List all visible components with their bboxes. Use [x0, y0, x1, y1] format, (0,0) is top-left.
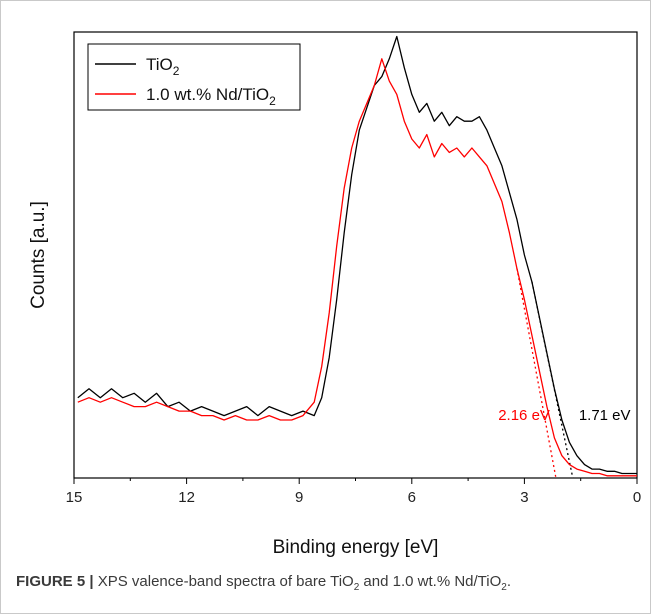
x-axis-label: Binding energy [eV] — [273, 537, 439, 558]
onset-extrapolation-line — [516, 268, 557, 479]
caption-text-3: . — [506, 573, 512, 590]
caption-sub-1: 2 — [353, 582, 360, 593]
legend-label: 1.0 wt.% Nd/TiO2 — [146, 85, 276, 108]
legend-box — [87, 43, 301, 111]
onset-annotation: 2.16 eV — [498, 407, 550, 424]
x-tick-label: 9 — [295, 489, 303, 506]
series-line-nd-tio2 — [77, 58, 637, 477]
caption-text-1: XPS valence-band spectra of bare TiO — [93, 573, 354, 590]
onset-annotation: 1.71 eV — [579, 407, 631, 424]
caption-sub-2: 2 — [501, 582, 507, 593]
caption-text-2: and 1.0 wt.% Nd/TiO — [359, 573, 502, 590]
figure-caption: FIGURE 5 | XPS valence-band spectra of b… — [16, 573, 646, 593]
x-tick-label: 3 — [520, 489, 528, 506]
x-tick-label: 6 — [408, 489, 416, 506]
x-tick-label: 15 — [66, 489, 83, 506]
y-axis-label: Counts [a.u.] — [28, 201, 49, 309]
x-tick-label: 0 — [633, 489, 641, 506]
xps-chart: 15 12 9 6 3 0 Binding energy [eV] Counts [a.u.]… — [28, 31, 641, 558]
x-tick-label: 12 — [178, 489, 195, 506]
caption-label: FIGURE 5 | — [16, 573, 94, 590]
legend-label: TiO2 — [146, 55, 180, 78]
series-line-tio2 — [77, 35, 637, 475]
